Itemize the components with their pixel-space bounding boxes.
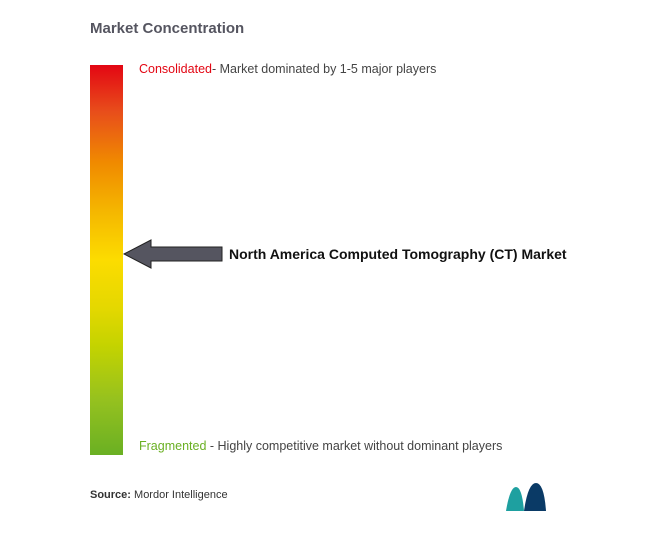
market-marker: North America Computed Tomography (CT) M… — [123, 237, 567, 271]
concentration-content: Consolidated- Market dominated by 1-5 ma… — [90, 65, 648, 455]
source-footer: Source: Mordor Intelligence — [90, 489, 228, 501]
source-value: Mordor Intelligence — [134, 489, 228, 501]
brand-logo-icon — [504, 481, 548, 515]
arrow-shape — [124, 240, 222, 268]
fragmented-label: Fragmented - Highly competitive market w… — [139, 435, 502, 459]
fragmented-text: - Highly competitive market without domi… — [206, 439, 502, 453]
market-label: North America Computed Tomography (CT) M… — [229, 246, 567, 262]
logo-right-shape — [524, 483, 546, 511]
labels-area: Consolidated- Market dominated by 1-5 ma… — [123, 65, 648, 455]
source-label: Source: — [90, 489, 131, 501]
fragmented-highlight: Fragmented — [139, 439, 206, 453]
concentration-gradient-bar — [90, 65, 123, 455]
consolidated-text: - Market dominated by 1-5 major players — [212, 62, 436, 76]
logo-left-shape — [506, 487, 524, 511]
arrow-left-icon — [123, 237, 223, 271]
consolidated-label: Consolidated- Market dominated by 1-5 ma… — [139, 61, 436, 79]
page-title: Market Concentration — [90, 20, 648, 37]
consolidated-highlight: Consolidated — [139, 62, 212, 76]
